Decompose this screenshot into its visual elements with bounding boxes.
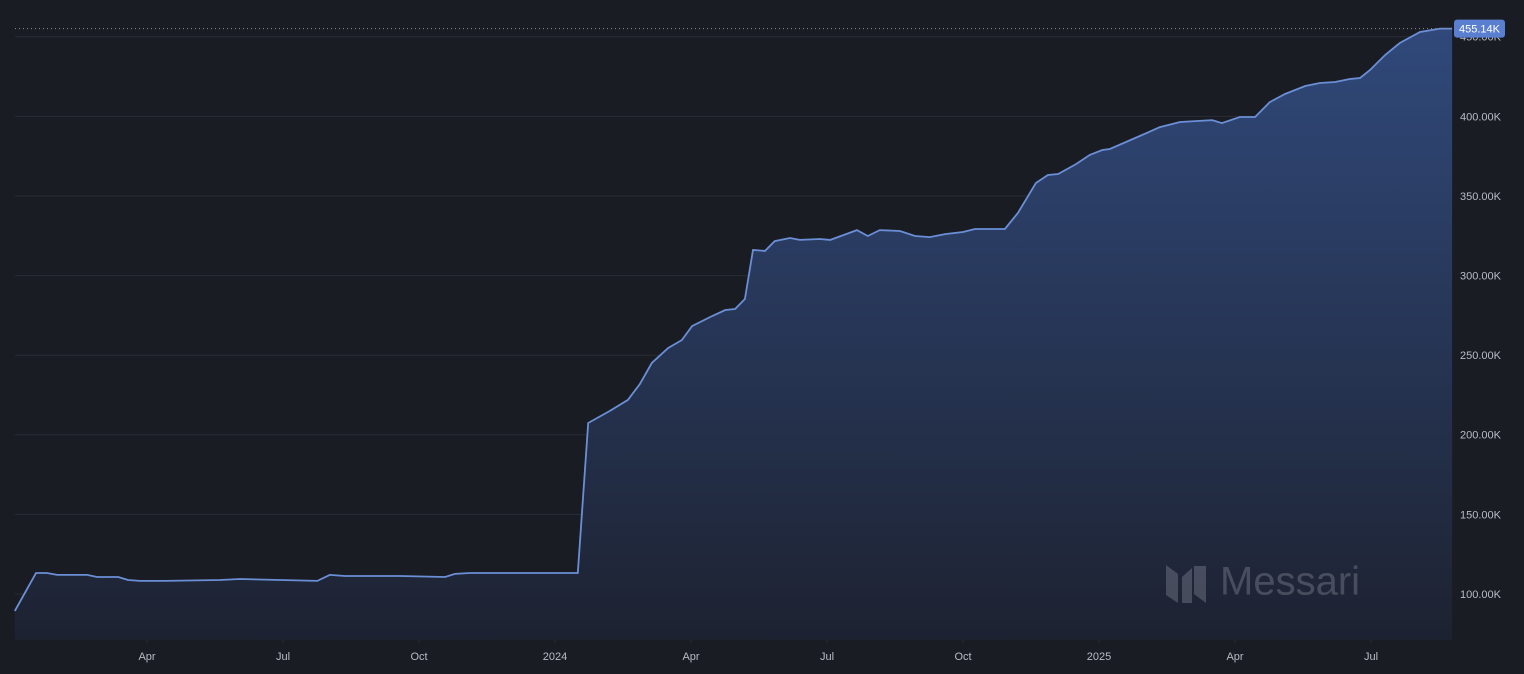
x-tick-label: Oct [410,651,427,663]
y-tick-label: 200.00K [1460,430,1502,442]
y-tick-label: 250.00K [1460,350,1502,362]
y-tick-label: 150.00K [1460,509,1502,521]
x-tick-label: 2024 [543,651,567,663]
area-fill [14,28,1453,641]
y-tick-label: 400.00K [1460,111,1502,123]
x-tick-label: 2025 [1087,651,1111,663]
series [14,27,1453,641]
axes: 100.00K 150.00K 200.00K 250.00K 300.00K 350.0… [15,19,1505,663]
y-tick-label: 350.00K [1460,191,1502,203]
x-tick-label: Apr [682,651,699,663]
x-tick-label: Jul [276,651,290,663]
watermark: Messari [1220,560,1360,604]
y-tick-label: 100.00K [1460,589,1502,601]
x-tick-label: Jul [1364,651,1378,663]
current-value-label: 455.14K [1459,24,1501,36]
watermark-logo [1166,565,1206,603]
y-tick-label: 300.00K [1460,271,1502,283]
x-tick-label: Jul [820,651,834,663]
x-tick-label: Oct [954,651,971,663]
x-tick-label: Apr [138,651,155,663]
x-tick-label: Apr [1226,651,1243,663]
current-value-badge [1454,19,1505,38]
line [14,27,1453,612]
